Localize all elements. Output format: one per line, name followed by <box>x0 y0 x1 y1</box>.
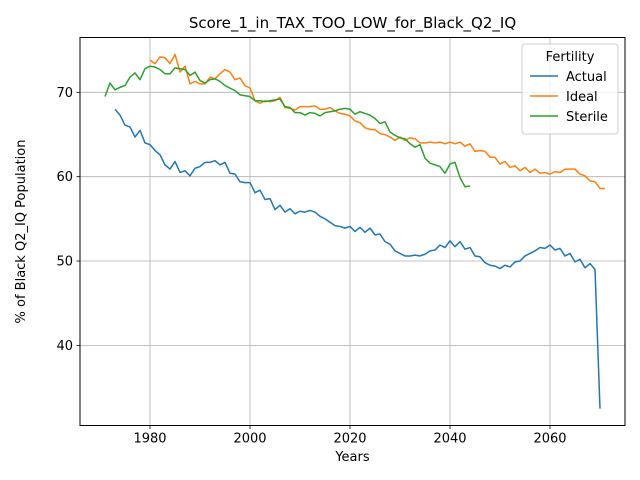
legend: Fertility Actual Ideal Sterile <box>521 43 619 135</box>
y-tick-label: 40 <box>56 339 73 354</box>
x-tick-label: 2020 <box>333 432 366 447</box>
axis-ticks: 1980 2000 2020 2040 2060 40 50 60 70 <box>56 86 566 447</box>
x-tick-label: 2000 <box>233 432 266 447</box>
series-line-actual <box>114 108 601 409</box>
x-axis-label: Years <box>334 450 370 465</box>
y-tick-label: 70 <box>56 86 73 101</box>
chart-title: Score_1_in_TAX_TOO_LOW_for_Black_Q2_IQ <box>189 14 516 33</box>
y-tick-label: 60 <box>56 170 73 185</box>
series-line-ideal <box>149 53 605 190</box>
x-tick-label: 2060 <box>533 432 566 447</box>
y-axis-label: % of Black Q2_IQ Population <box>14 140 29 324</box>
plot-frame <box>79 37 626 426</box>
grid <box>80 37 625 426</box>
y-tick-label: 50 <box>56 255 73 270</box>
series-line-sterile <box>104 65 471 188</box>
x-tick-label: 2040 <box>433 432 466 447</box>
legend-label-actual: Actual <box>566 70 607 85</box>
x-tick-label: 1980 <box>133 432 166 447</box>
series-lines <box>104 53 605 409</box>
legend-label-sterile: Sterile <box>566 110 608 125</box>
legend-box <box>521 43 619 135</box>
legend-label-ideal: Ideal <box>566 90 598 105</box>
legend-entries: Actual Ideal Sterile <box>530 70 608 125</box>
legend-title: Fertility <box>546 50 595 65</box>
